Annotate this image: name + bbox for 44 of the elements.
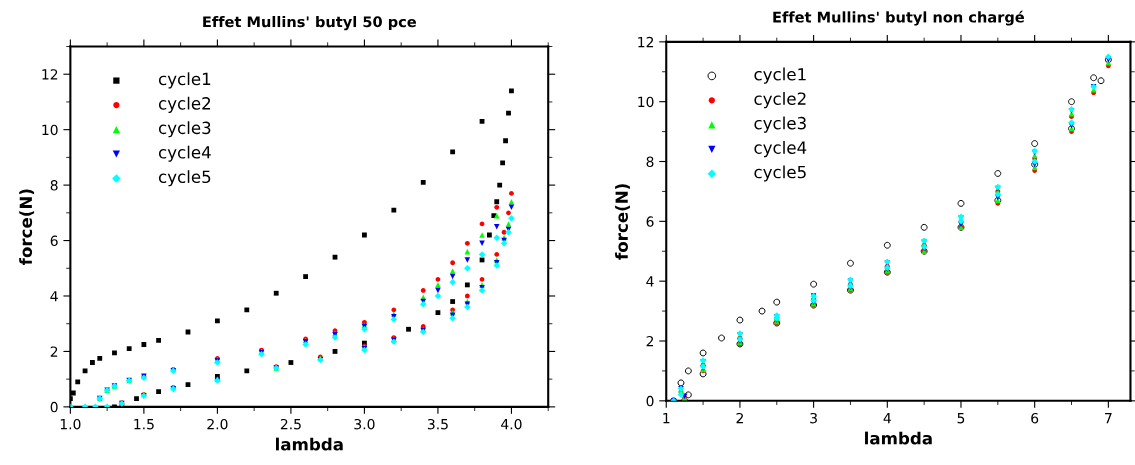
legend-label: cycle2 [754,92,806,109]
y-tick-label: 12 [42,69,58,80]
legend-label: cycle3 [754,116,806,133]
x-tick-label: 3.5 [427,418,448,430]
x-axis-title: lambda [865,431,932,445]
y-tick-label: 6 [646,216,654,227]
chart-title: Effet Mullins' butyl 50 pce [203,15,416,31]
y-tick-label: 8 [50,180,58,191]
x-tick-label: 1 [663,413,670,424]
legend-label: cycle2 [158,96,211,113]
x-tick-label: 4 [883,413,891,424]
x-tick-label: 2.0 [207,418,228,430]
x-tick-label: 2 [736,412,743,424]
x-tick-label: 1.0 [60,418,81,430]
y-tick-label: 4 [646,276,654,287]
y-tick-label: 0 [50,401,58,413]
y-tick-label: 8 [646,156,654,167]
x-tick-label: 6 [1031,412,1039,424]
y-tick-label: 0 [646,395,654,407]
x-axis-title: lambda [275,437,343,451]
x-tick-label: 3.0 [354,418,375,430]
y-tick-label: 10 [42,124,58,136]
x-tick-label: 5 [957,413,965,424]
y-tick-label: 2 [50,346,58,357]
y-tick-label: 2 [646,335,654,347]
y-tick-label: 6 [50,235,58,247]
y-axis-title: force(N) [19,189,35,266]
chart-title: Effet Mullins' butyl non chargé [773,10,1024,26]
y-tick-label: 12 [638,36,654,48]
legend-label: cycle4 [158,145,211,162]
legend-label: cycle5 [158,170,211,187]
legend-label: cycle1 [754,67,806,84]
legend-label: cycle5 [754,165,806,182]
y-tick-label: 10 [638,96,654,108]
x-tick-label: 7 [1105,413,1112,424]
x-tick-label: 3 [810,412,817,424]
x-tick-label: 4.0 [501,418,522,430]
x-tick-label: 2.5 [280,418,301,430]
x-tick-label: 1.5 [134,419,154,430]
legend-label: cycle1 [158,72,211,89]
legend-label: cycle3 [158,121,211,138]
legend-label: cycle4 [754,141,807,158]
y-axis-title: force(N) [615,184,630,260]
y-tick-label: 4 [50,291,58,302]
